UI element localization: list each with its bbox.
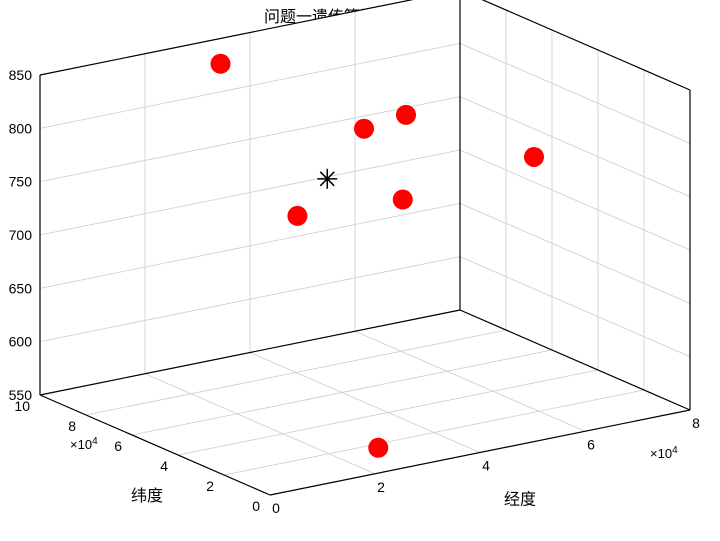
z-tick-label: 700 — [9, 227, 33, 243]
data-point — [287, 206, 307, 226]
z-tick-label: 600 — [9, 334, 33, 350]
x-exponent: ×104 — [650, 445, 678, 462]
y-axis-label: 纬度 — [131, 487, 163, 505]
data-point — [368, 438, 388, 458]
star-marker — [317, 169, 337, 189]
data-point — [393, 190, 413, 210]
y-tick-label: 4 — [160, 458, 168, 474]
plot-area: 024680246810550600650700750800850×104×10… — [0, 0, 700, 516]
chart-canvas: 问题一遗传算法三维坐标系 024680246810550600650700750… — [0, 0, 720, 541]
y-tick-label: 0 — [252, 498, 260, 514]
y-exponent: ×104 — [70, 436, 98, 453]
data-point — [396, 105, 416, 125]
z-tick-label: 750 — [9, 174, 33, 190]
data-point — [524, 147, 544, 167]
z-tick-label: 650 — [9, 280, 33, 296]
x-axis-label: 经度 — [504, 491, 536, 509]
x-tick-label: 4 — [482, 458, 490, 474]
x-tick-label: 6 — [587, 436, 595, 452]
z-tick-label: 550 — [9, 387, 33, 403]
x-tick-label: 2 — [377, 479, 385, 495]
x-tick-label: 8 — [692, 415, 700, 431]
y-tick-label: 8 — [68, 418, 76, 434]
y-tick-label: 2 — [206, 478, 214, 494]
chart-3d-scatter: 问题一遗传算法三维坐标系 024680246810550600650700750… — [0, 0, 720, 541]
y-tick-label: 6 — [114, 438, 122, 454]
data-point — [354, 119, 374, 139]
data-point — [211, 54, 231, 74]
x-tick-label: 0 — [272, 500, 280, 516]
z-axis-label: 高程 — [0, 219, 2, 251]
z-tick-label: 800 — [9, 120, 33, 136]
z-tick-label: 850 — [9, 67, 33, 83]
